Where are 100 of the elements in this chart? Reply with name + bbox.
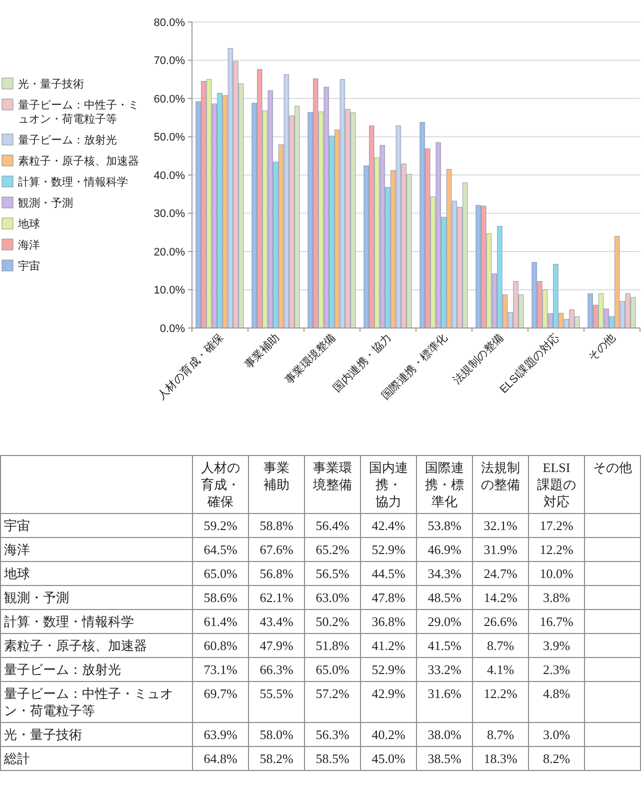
data-label: 17.2%: [528, 514, 584, 538]
data-label: 65.2%: [304, 538, 360, 562]
data-label: 42.4%: [360, 514, 416, 538]
data-label: 69.7%: [192, 682, 248, 722]
legend-item: 光・量子技術: [2, 78, 84, 90]
legend-item: 量子ビーム：中性子・ミュオン・荷電粒子等: [2, 98, 139, 126]
table-row-header: 計算・数理・情報科学: [0, 610, 192, 634]
data-label: 60.8%: [192, 634, 248, 658]
table-cell: 8.2%: [528, 746, 584, 770]
data-label: 29.0%: [416, 610, 472, 634]
table-column-header: 法規制の整備: [472, 456, 528, 514]
legend-item: 宇宙: [2, 260, 40, 272]
data-label: 63.0%: [304, 586, 360, 610]
y-tick-label: 70.0%: [154, 55, 186, 68]
table-column-header: 国内連携・協力: [360, 456, 416, 514]
data-label: 12.2%: [472, 682, 528, 722]
data-label: 3.9%: [528, 634, 584, 658]
table-column-header: 事業環境整備: [304, 456, 360, 514]
data-label: 73.1%: [192, 658, 248, 682]
legend-item: 計算・数理・情報科学: [2, 176, 128, 188]
data-label: 52.9%: [360, 538, 416, 562]
data-label: 10.0%: [528, 562, 584, 586]
data-label: 2.3%: [528, 658, 584, 682]
data-label: 66.3%: [248, 658, 304, 682]
y-tick-label: 60.0%: [154, 93, 186, 106]
data-label: 61.4%: [192, 610, 248, 634]
data-label: 12.2%: [528, 538, 584, 562]
table-cell: 58.2%: [248, 746, 304, 770]
data-label: 67.6%: [248, 538, 304, 562]
data-label: 8.7%: [472, 722, 528, 746]
data-label: 41.5%: [416, 634, 472, 658]
y-tick-label: 30.0%: [154, 208, 186, 220]
data-label: 16.7%: [528, 610, 584, 634]
data-label: 14.2%: [472, 586, 528, 610]
data-label: 56.3%: [304, 722, 360, 746]
data-label: 56.5%: [304, 562, 360, 586]
table-row-header: 宇宙: [0, 514, 192, 538]
data-label: 38.0%: [416, 722, 472, 746]
table-cell: 38.5%: [416, 746, 472, 770]
data-label: 62.1%: [248, 586, 304, 610]
data-label: 3.0%: [528, 722, 584, 746]
legend-label: 光・量子技術: [18, 78, 84, 90]
data-label: 56.8%: [248, 562, 304, 586]
data-label: 4.8%: [528, 682, 584, 722]
data-label: 65.0%: [304, 658, 360, 682]
data-label: 47.8%: [360, 586, 416, 610]
legend-label: 宇宙: [18, 260, 40, 272]
table-row-header: 総計: [0, 746, 192, 770]
legend-label: 地球: [17, 218, 40, 230]
table-cell: 64.8%: [192, 746, 248, 770]
data-label: 33.2%: [416, 658, 472, 682]
legend-label: 海洋: [18, 240, 40, 252]
data-label: 42.9%: [360, 682, 416, 722]
data-label: 52.9%: [360, 658, 416, 682]
data-label: 58.6%: [192, 586, 248, 610]
data-label: 43.4%: [248, 610, 304, 634]
x-tick-label: 事業補助: [242, 330, 282, 372]
data-label: 48.5%: [416, 586, 472, 610]
data-label: 55.5%: [248, 682, 304, 722]
table-row-header: 光・量子技術: [0, 722, 192, 746]
data-label: 53.8%: [416, 514, 472, 538]
data-label: 4.1%: [472, 658, 528, 682]
y-tick-label: 80.0%: [154, 16, 186, 29]
legend-item: 地球: [2, 218, 40, 230]
data-label: 64.5%: [192, 538, 248, 562]
data-label: 65.0%: [192, 562, 248, 586]
data-label: 32.1%: [472, 514, 528, 538]
data-label: 41.2%: [360, 634, 416, 658]
y-tick-label: 50.0%: [154, 132, 186, 144]
data-label: 47.9%: [248, 634, 304, 658]
y-tick-label: 40.0%: [154, 170, 186, 182]
legend-item: 観測・予測: [2, 196, 73, 210]
table-column-header: 国際連携・標準化: [416, 456, 472, 514]
table-row-header: 量子ビーム：放射光: [0, 658, 192, 682]
data-label: 56.4%: [304, 514, 360, 538]
data-label: 8.7%: [472, 634, 528, 658]
table-column-header: ELSI課題の対応: [528, 456, 584, 514]
table-row-header: 観測・予測: [0, 586, 192, 610]
data-label: 50.2%: [304, 610, 360, 634]
legend-item: 海洋: [2, 238, 40, 252]
data-label: 31.6%: [416, 682, 472, 722]
legend-item: 量子ビーム：放射光: [2, 134, 117, 146]
y-tick-label: 10.0%: [154, 284, 186, 297]
data-label: 63.9%: [192, 722, 248, 746]
table-row-header: 素粒子・原子核、加速器: [0, 634, 192, 658]
data-label: 44.5%: [360, 562, 416, 586]
data-label: 58.8%: [248, 514, 304, 538]
data-label: 57.2%: [304, 682, 360, 722]
table-row-header: 量子ビーム：中性子・ミュオン・荷電粒子等: [0, 682, 192, 722]
data-label: 3.8%: [528, 586, 584, 610]
table-column-header: その他: [584, 456, 640, 514]
data-label: 31.9%: [472, 538, 528, 562]
data-label: 24.7%: [472, 562, 528, 586]
table-column-header: 事業補助: [248, 456, 304, 514]
data-label: 26.6%: [472, 610, 528, 634]
table-cell: 58.5%: [304, 746, 360, 770]
x-tick-label: その他: [586, 332, 618, 364]
y-tick-label: 20.0%: [154, 246, 186, 258]
table-cell: 18.3%: [472, 746, 528, 770]
data-label: 34.3%: [416, 562, 472, 586]
